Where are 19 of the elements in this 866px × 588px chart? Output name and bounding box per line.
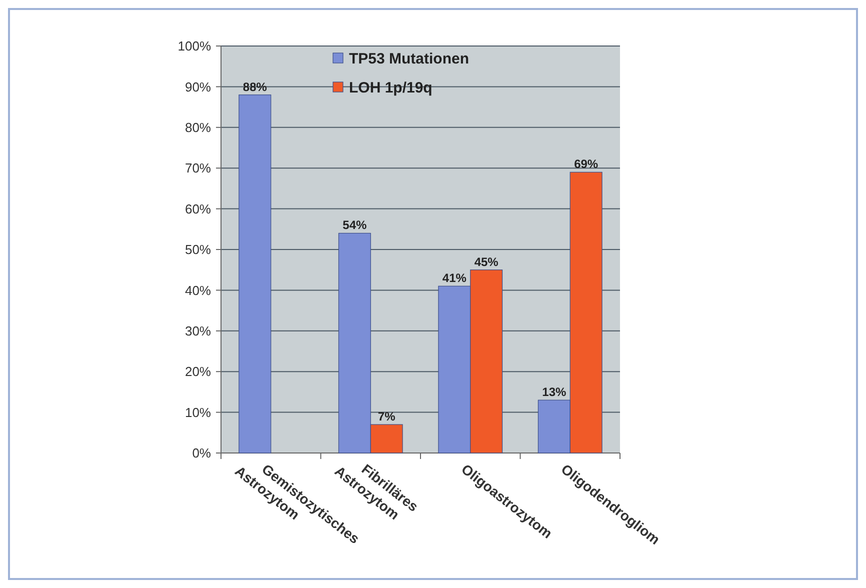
bar	[238, 94, 272, 454]
y-tick-label: 90%	[184, 79, 212, 94]
data-label: 45%	[474, 254, 499, 269]
data-label: 54%	[342, 218, 367, 232]
legend-label: TP53 Mutationen	[349, 50, 470, 68]
data-label: 69%	[574, 157, 598, 172]
y-tick-label: 70%	[184, 160, 212, 176]
y-tick-label: 30%	[184, 323, 212, 338]
y-tick-label: 80%	[184, 120, 212, 135]
y-tick-label: 10%	[184, 404, 212, 420]
data-label: 7%	[378, 410, 396, 424]
y-tick-label: 50%	[184, 242, 212, 258]
y-tick-label: 20%	[184, 364, 212, 380]
y-tick-label: 40%	[184, 282, 212, 298]
y-tick-label: 100%	[178, 38, 212, 54]
y-tick-label: 60%	[184, 201, 212, 216]
data-label: 41%	[442, 271, 467, 286]
y-tick-label: 0%	[192, 446, 212, 461]
data-label: 13%	[542, 385, 566, 400]
